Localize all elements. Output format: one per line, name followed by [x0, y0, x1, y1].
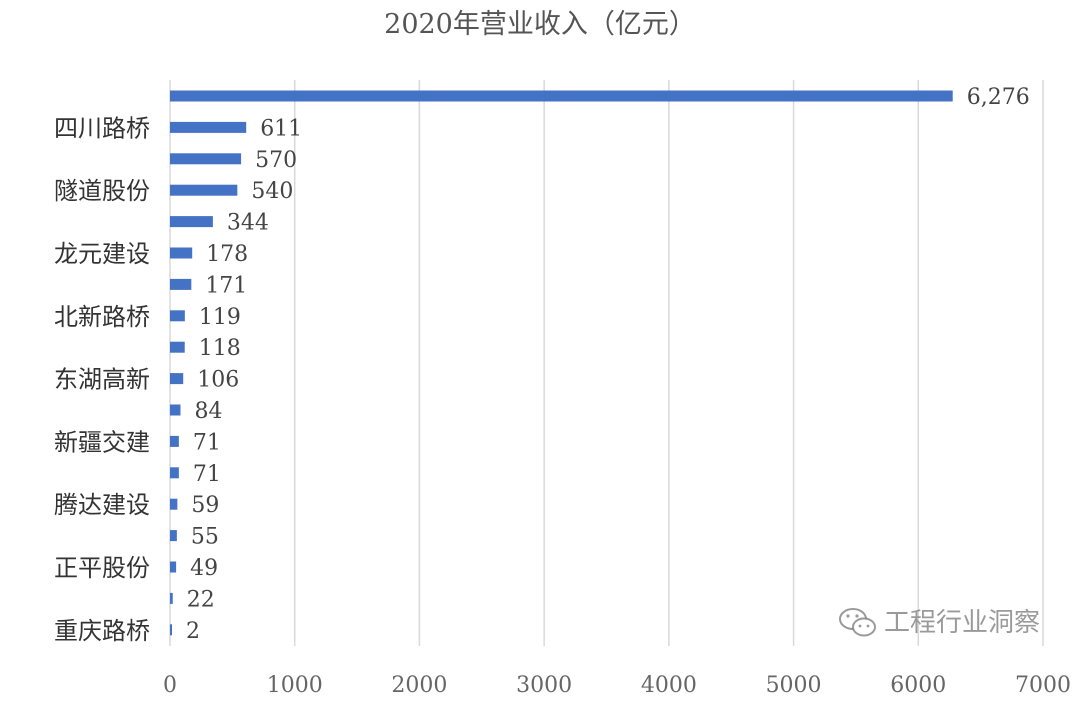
wechat-icon — [839, 608, 876, 637]
bar — [170, 90, 953, 102]
data-label: 570 — [255, 148, 297, 173]
data-label: 178 — [206, 242, 248, 267]
data-label: 22 — [187, 587, 215, 612]
x-tick-label: 4000 — [641, 673, 697, 698]
data-label: 59 — [191, 493, 219, 518]
bar — [170, 121, 247, 133]
bar — [170, 404, 181, 416]
x-tick-label: 7000 — [1015, 673, 1071, 698]
data-label: 611 — [260, 116, 302, 141]
bar — [170, 247, 193, 259]
data-label: 106 — [197, 368, 239, 393]
category-label: 重庆路桥 — [54, 617, 150, 645]
bar — [170, 435, 179, 447]
category-label: 北新路桥 — [54, 303, 150, 331]
bar — [170, 310, 185, 322]
bar — [170, 530, 177, 542]
bar — [170, 278, 192, 290]
category-label: 东湖高新 — [54, 366, 150, 394]
data-label: 84 — [194, 399, 222, 424]
data-label: 49 — [190, 556, 218, 581]
bar — [170, 184, 238, 196]
category-label: 隧道股份 — [54, 177, 150, 205]
watermark-text: 工程行业洞察 — [884, 608, 1041, 638]
category-label: 龙元建设 — [54, 240, 150, 268]
watermark: 工程行业洞察 — [838, 606, 1040, 640]
data-label: 118 — [199, 336, 241, 361]
data-label: 55 — [191, 525, 219, 550]
category-label: 四川路桥 — [54, 114, 150, 142]
data-label: 6,276 — [967, 85, 1030, 110]
data-label: 540 — [251, 179, 293, 204]
bar — [170, 561, 177, 573]
x-tick-label: 5000 — [766, 673, 822, 698]
category-label: 新疆交建 — [54, 428, 150, 456]
bar — [170, 467, 179, 479]
bar — [170, 624, 172, 636]
x-tick-label: 2000 — [391, 673, 447, 698]
category-label: 正平股份 — [54, 554, 150, 582]
bar — [170, 592, 173, 604]
bar — [170, 153, 242, 165]
x-tick-label: 6000 — [890, 673, 946, 698]
bar — [170, 341, 185, 353]
data-label: 71 — [193, 430, 221, 455]
bar — [170, 498, 178, 510]
data-label: 119 — [199, 305, 241, 330]
data-label: 344 — [227, 211, 269, 236]
x-tick-label: 3000 — [516, 673, 572, 698]
data-label: 2 — [186, 619, 200, 644]
x-tick-label: 0 — [163, 673, 177, 698]
bar — [170, 216, 213, 228]
chart-title: 2020年营业收入（亿元） — [384, 9, 696, 40]
x-tick-label: 1000 — [267, 673, 323, 698]
data-label: 71 — [193, 462, 221, 487]
data-label: 171 — [205, 273, 247, 298]
category-label: 腾达建设 — [54, 491, 150, 519]
bar — [170, 373, 184, 385]
